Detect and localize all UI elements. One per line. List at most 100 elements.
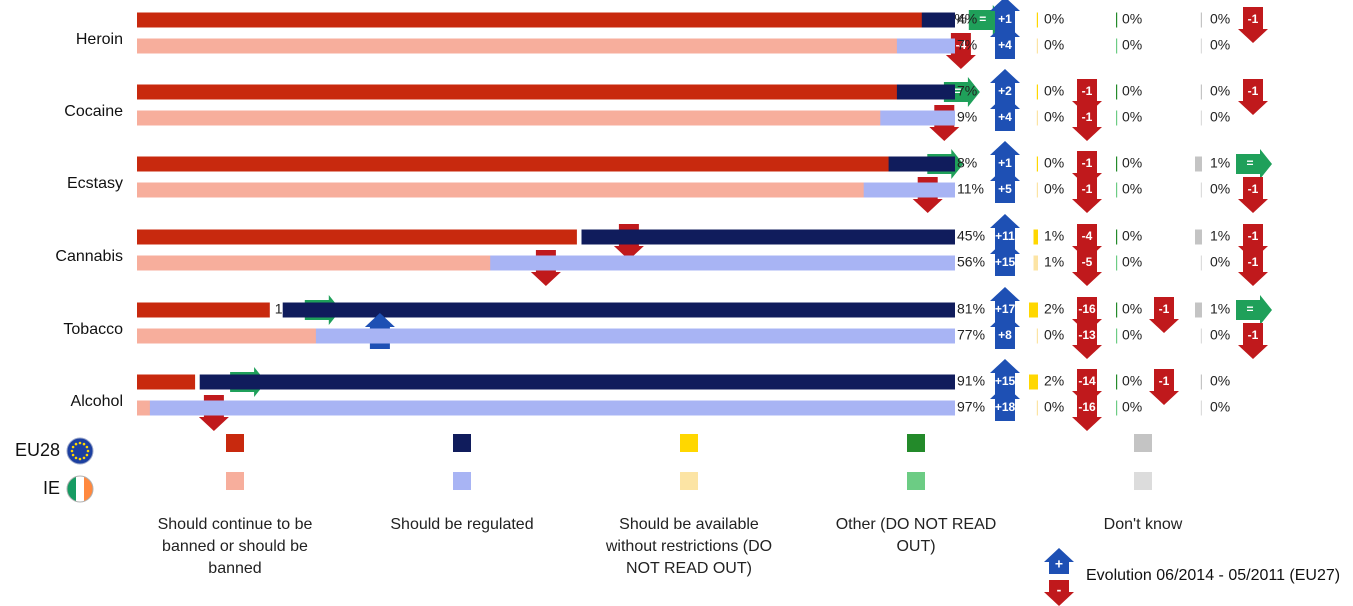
evolution-arrow-regulated: +17 bbox=[990, 287, 1020, 323]
evolution-arrow-no-restrictions-label: -14 bbox=[1078, 374, 1096, 388]
evolution-arrow-regulated: +15 bbox=[990, 240, 1020, 276]
value-label-no-restrictions: 1% bbox=[1044, 228, 1064, 244]
eu-flag-star bbox=[86, 449, 90, 453]
evolution-arrow-regulated-label: +8 bbox=[998, 328, 1012, 342]
bar-regulated bbox=[896, 84, 955, 100]
evolution-arrow-regulated: +11 bbox=[990, 214, 1020, 250]
value-label-other: 0% bbox=[1122, 11, 1142, 27]
value-label-other: 0% bbox=[1122, 83, 1142, 99]
group-label: IE bbox=[43, 478, 60, 498]
bar-no-restrictions bbox=[1033, 229, 1038, 245]
evolution-arrow-dont-know-label: -1 bbox=[1248, 255, 1259, 269]
evolution-arrow-banned-label: = bbox=[979, 12, 986, 26]
evolution-arrow-regulated: +1 bbox=[990, 141, 1020, 177]
bar-no-restrictions bbox=[1029, 302, 1038, 318]
value-label-regulated: 9% bbox=[957, 109, 977, 125]
bar-banned bbox=[137, 302, 270, 318]
bar-regulated bbox=[581, 229, 955, 245]
evolution-arrow-dont-know-label: -1 bbox=[1248, 229, 1259, 243]
ireland-flag-green bbox=[67, 476, 76, 502]
group-label: EU28 bbox=[15, 440, 60, 460]
value-label-dont-know: 0% bbox=[1210, 83, 1230, 99]
eu-flag-star bbox=[85, 445, 89, 449]
evolution-arrow-regulated-shape bbox=[990, 95, 1020, 131]
bar-no-restrictions bbox=[1033, 255, 1038, 271]
evolution-arrow-regulated-label: +18 bbox=[995, 400, 1016, 414]
evolution-arrow-other-label: -1 bbox=[1159, 374, 1170, 388]
value-label-dont-know: 0% bbox=[1210, 254, 1230, 270]
legend-swatch-eu28 bbox=[907, 434, 925, 452]
evolution-arrow-dont-know-label: -1 bbox=[1248, 328, 1259, 342]
bar-no-restrictions bbox=[1036, 182, 1038, 198]
eu-flag-star bbox=[71, 445, 75, 449]
bar-regulated bbox=[199, 374, 955, 390]
bar-dont-know bbox=[1200, 400, 1202, 416]
bar-regulated bbox=[921, 12, 955, 28]
eu-flag-star bbox=[74, 456, 78, 460]
evolution-arrow-regulated-shape bbox=[990, 240, 1020, 276]
legend-series-label-line: banned or should be bbox=[162, 538, 308, 555]
legend-swatch-eu28 bbox=[680, 434, 698, 452]
evolution-arrow-regulated: +4 bbox=[990, 95, 1020, 131]
bar-no-restrictions bbox=[1036, 12, 1038, 28]
evolution-arrow-dont-know: -1 bbox=[1238, 177, 1268, 213]
bar-other bbox=[1116, 84, 1118, 100]
evolution-arrow-no-restrictions-label: -5 bbox=[1082, 255, 1093, 269]
bar-other bbox=[1116, 110, 1118, 126]
value-label-regulated: 11% bbox=[957, 181, 984, 197]
evolution-arrow-regulated-label: +15 bbox=[995, 374, 1016, 388]
bar-banned bbox=[137, 255, 494, 271]
eu-flag-star bbox=[82, 442, 86, 446]
evolution-arrow-regulated: +5 bbox=[990, 167, 1020, 203]
evolution-arrow-regulated-shape bbox=[990, 167, 1020, 203]
value-label-no-restrictions: 1% bbox=[1044, 254, 1064, 270]
evolution-arrow-no-restrictions-label: -1 bbox=[1082, 84, 1093, 98]
eu-flag-star bbox=[78, 457, 82, 461]
bar-other bbox=[1116, 302, 1118, 318]
eu-flag-star bbox=[82, 456, 86, 460]
evolution-legend-up-arrow bbox=[1044, 548, 1074, 574]
bar-regulated bbox=[282, 302, 955, 318]
bar-banned bbox=[137, 374, 196, 390]
evolution-arrow-dont-know: -1 bbox=[1238, 79, 1268, 115]
evolution-arrow-regulated: +18 bbox=[990, 385, 1020, 421]
value-label-no-restrictions: 0% bbox=[1044, 399, 1064, 415]
evolution-legend-down-arrow bbox=[1044, 580, 1074, 606]
legend-series-label-line: NOT READ OUT) bbox=[626, 560, 752, 577]
bar-banned bbox=[137, 156, 893, 172]
value-label-other: 0% bbox=[1122, 228, 1142, 244]
evolution-arrow-regulated-label: +4 bbox=[998, 38, 1012, 52]
evolution-arrow-no-restrictions: -1 bbox=[1072, 105, 1102, 141]
legend-swatch-eu28 bbox=[1134, 434, 1152, 452]
bar-dont-know bbox=[1195, 229, 1202, 245]
evolution-arrow-regulated-label: +11 bbox=[995, 229, 1015, 243]
legend-swatch-ie bbox=[453, 472, 471, 490]
value-label-dont-know: 1% bbox=[1210, 155, 1230, 171]
ireland-flag-icon bbox=[67, 476, 93, 502]
evolution-arrow-no-restrictions-shape bbox=[1072, 395, 1102, 431]
bar-other bbox=[1116, 182, 1118, 198]
evolution-arrow-no-restrictions-label: -4 bbox=[1082, 229, 1093, 243]
evolution-arrow-dont-know-shape bbox=[1238, 250, 1268, 286]
value-label-dont-know: 1% bbox=[1210, 301, 1230, 317]
value-label-other: 0% bbox=[1122, 254, 1142, 270]
legend-series-label: Don't knowDon't know bbox=[1104, 516, 1183, 533]
bar-banned bbox=[137, 182, 876, 198]
evolution-arrow-dont-know: -1 bbox=[1238, 323, 1268, 359]
bar-no-restrictions bbox=[1036, 400, 1038, 416]
evolution-arrow-no-restrictions-shape bbox=[1072, 177, 1102, 213]
bar-banned bbox=[137, 12, 934, 28]
bar-banned bbox=[137, 38, 909, 54]
legend-series-label-line: Should be regulated bbox=[390, 516, 533, 533]
value-label-dont-know: 0% bbox=[1210, 109, 1230, 125]
value-label-regulated: 45% bbox=[957, 228, 985, 244]
evolution-arrow-dont-know-label: -1 bbox=[1248, 12, 1259, 26]
bar-other bbox=[1116, 38, 1118, 54]
evolution-arrow-regulated-label: +15 bbox=[995, 255, 1016, 269]
legend-swatch-ie bbox=[907, 472, 925, 490]
bar-regulated bbox=[490, 255, 955, 271]
evolution-arrow-no-restrictions: -16 bbox=[1072, 395, 1102, 431]
value-label-no-restrictions: 2% bbox=[1044, 373, 1064, 389]
evolution-arrow-regulated-label: +1 bbox=[998, 12, 1012, 26]
